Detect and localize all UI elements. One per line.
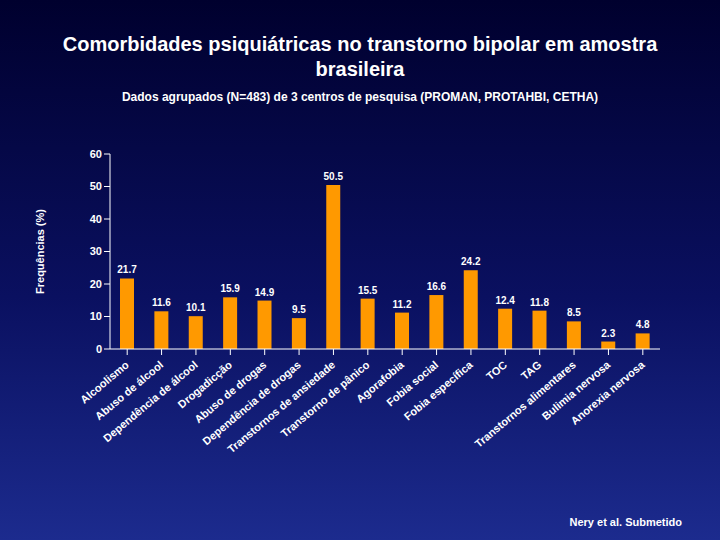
svg-text:15.5: 15.5 [358,285,378,296]
svg-text:Bulimia nervosa: Bulimia nervosa [539,358,613,423]
svg-text:Drogadicção: Drogadicção [175,358,235,411]
svg-text:4.8: 4.8 [636,319,650,330]
svg-text:Anorexia nervosa: Anorexia nervosa [568,358,647,427]
svg-text:Transtornos alimentares: Transtornos alimentares [472,358,578,450]
svg-text:21.7: 21.7 [117,264,137,275]
svg-text:12.4: 12.4 [495,295,515,306]
svg-text:Abuso de drogas: Abuso de drogas [192,358,269,426]
svg-text:60: 60 [90,148,102,160]
svg-text:TOC: TOC [484,358,509,382]
svg-text:20: 20 [90,278,102,290]
html-text:Nery et al. Submetido: Nery et al. Submetido [569,516,682,528]
svg-text:30: 30 [90,245,102,257]
svg-text:8.5: 8.5 [567,307,581,318]
svg-text:14.9: 14.9 [255,287,275,298]
svg-text:Alcoolismo: Alcoolismo [77,358,131,406]
svg-text:11.2: 11.2 [393,299,412,310]
svg-text:Abuso de álcool: Abuso de álcool [92,358,166,423]
svg-text:10.1: 10.1 [186,302,206,313]
svg-text:40: 40 [90,213,102,225]
svg-text:TAG: TAG [519,358,544,382]
svg-text:16.6: 16.6 [427,281,447,292]
svg-text:15.9: 15.9 [220,283,240,294]
svg-text:0: 0 [96,343,102,355]
svg-text:11.8: 11.8 [530,297,549,308]
svg-text:Frequências (%): Frequências (%) [34,209,46,294]
svg-text:Fobia específica: Fobia específica [402,358,476,423]
svg-text:50.5: 50.5 [324,171,344,182]
svg-text:50: 50 [90,180,102,192]
svg-text:Transtorno de pânico: Transtorno de pânico [278,358,372,440]
svg-text:Fobia social: Fobia social [384,358,441,409]
svg-text:Dependência de álcool: Dependência de álcool [100,358,200,445]
html-text:Comorbidades psiquiátricas no: Comorbidades psiquiátricas no transtorno… [62,33,658,80]
svg-text:Agorafobia: Agorafobia [353,358,406,405]
svg-text:11.6: 11.6 [152,297,171,308]
svg-text:Dependência de drogas: Dependência de drogas [200,358,303,448]
html-text:Dados agrupados (N=483) de 3 c: Dados agrupados (N=483) de 3 centros de … [121,90,599,104]
svg-text:2.3: 2.3 [601,328,615,339]
svg-text:Transtornos de ansiedade: Transtornos de ansiedade [225,358,338,456]
svg-text:10: 10 [90,310,102,322]
svg-text:24.2: 24.2 [461,256,481,267]
svg-text:9.5: 9.5 [292,304,306,315]
